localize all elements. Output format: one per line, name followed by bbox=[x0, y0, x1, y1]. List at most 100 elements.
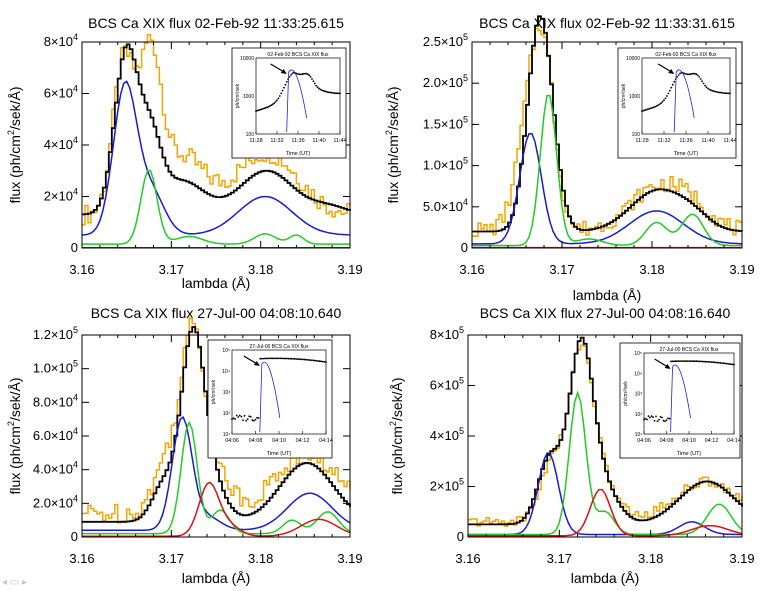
chart-panel-3: BCS Ca XIX flux 27-Jul-00 04:08:10.640 3.… bbox=[6, 305, 363, 586]
inset-data-point bbox=[728, 363, 731, 365]
inset-data-point bbox=[290, 357, 293, 360]
x-tick-label: 3.19 bbox=[337, 551, 362, 566]
inset-data-point bbox=[692, 360, 695, 363]
y-tick-label: 2.0×105 bbox=[423, 73, 468, 90]
series-total-fit bbox=[82, 43, 351, 216]
inset-data-point bbox=[713, 90, 715, 93]
y-tick-label: 2×105 bbox=[430, 477, 464, 494]
inset-data-point bbox=[664, 97, 667, 100]
inset-data-point bbox=[670, 86, 673, 89]
inset-data-point bbox=[325, 361, 327, 363]
inset-data-point bbox=[311, 359, 313, 362]
y-tick-mantissa: 0 bbox=[71, 529, 78, 544]
inset-data-point bbox=[267, 357, 269, 360]
inset-data-point bbox=[708, 88, 711, 91]
x-tick-label: 3.17 bbox=[159, 551, 184, 566]
inset-data-point bbox=[304, 72, 306, 75]
inset-data-point bbox=[652, 106, 655, 109]
inset-data-point bbox=[249, 416, 252, 418]
y-tick-label: 4×105 bbox=[430, 426, 464, 443]
y-tick-exponent: 4 bbox=[73, 460, 78, 470]
inset-data-point bbox=[671, 83, 674, 86]
series-component-2 bbox=[82, 169, 350, 245]
y-title-part: flux (ph/cm bbox=[389, 426, 405, 494]
y-tick-label: 0 bbox=[71, 240, 78, 255]
inset-data-point bbox=[262, 107, 264, 110]
inset-data-point bbox=[691, 360, 693, 362]
inset-data-point bbox=[312, 80, 315, 83]
inset-data-point bbox=[256, 109, 259, 112]
inset-data-point bbox=[731, 363, 734, 366]
inset-data-point bbox=[325, 90, 327, 93]
series-component-1 bbox=[81, 80, 351, 236]
inset-data-point bbox=[677, 74, 680, 76]
viewer-nav-icons: ◂ ▭ ▸ bbox=[2, 577, 28, 588]
inset-y-title: ph/cm²/sek bbox=[623, 381, 629, 406]
inset-frame bbox=[231, 47, 347, 159]
inset-data-point bbox=[716, 361, 719, 364]
inset-y-tick-label: 10² bbox=[635, 412, 643, 418]
series-observed bbox=[472, 27, 743, 238]
inset-data-point bbox=[648, 107, 651, 110]
inset-data-point bbox=[260, 108, 263, 111]
series-total-fit bbox=[82, 326, 351, 523]
inset-data-point bbox=[733, 363, 735, 366]
inset-data-point bbox=[660, 102, 662, 105]
inset-y-tick-label: 10⁵ bbox=[222, 348, 230, 354]
x-tick-label: 3.16 bbox=[69, 551, 94, 566]
x-tick-label: 3.16 bbox=[459, 262, 484, 277]
y-axis-title: flux (ph/cm2/sek/Å) bbox=[388, 377, 405, 494]
inset-data-point bbox=[322, 89, 325, 92]
inset-data-point bbox=[260, 357, 263, 360]
inset-data-point bbox=[246, 418, 249, 420]
y-tick-label: 4.0×104 bbox=[33, 460, 78, 477]
inset-data-point bbox=[255, 110, 257, 112]
inset-data-point bbox=[662, 419, 665, 422]
y-tick-exponent: 5 bbox=[463, 32, 468, 42]
inset-data-point bbox=[264, 106, 267, 109]
inset-data-point bbox=[677, 360, 680, 362]
inset-y-title: ph/cm²/sek bbox=[235, 83, 241, 108]
inset-data-point bbox=[336, 92, 339, 95]
inset-data-point bbox=[664, 420, 666, 423]
inset-data-point bbox=[717, 91, 720, 94]
inset-data-point bbox=[688, 73, 690, 76]
inset-data-point bbox=[715, 361, 717, 364]
inset-data-point bbox=[689, 360, 692, 362]
inset-fit-curve bbox=[670, 364, 691, 433]
inset-fit-curve bbox=[673, 69, 695, 133]
y-title-sup: 2 bbox=[384, 130, 394, 135]
y-tick-mantissa: 2.0×10 bbox=[423, 75, 463, 90]
y-title-sup: 2 bbox=[6, 130, 16, 135]
x-tick-label: 3.17 bbox=[159, 262, 184, 277]
inset-data-point bbox=[295, 358, 298, 360]
inset-data-point bbox=[659, 416, 662, 418]
inset-data-point bbox=[231, 418, 233, 421]
inset-data-point bbox=[671, 360, 674, 363]
inset-fit-curve bbox=[259, 361, 281, 433]
inset-lightcurve: 02-Feb-92 BCS Ca XIX flux Time (UT) ph/cm²… bbox=[617, 47, 737, 159]
x-axis-title: lambda (Å) bbox=[573, 287, 641, 303]
inset-x-title: Time (UT) bbox=[674, 151, 699, 157]
inset-x-tick-label: 04:14 bbox=[727, 438, 741, 444]
inset-data-point bbox=[295, 72, 298, 75]
inset-x-tick-label: 11:32 bbox=[657, 138, 670, 144]
inset-data-point bbox=[284, 357, 287, 360]
y-tick-mantissa: 2×10 bbox=[44, 189, 73, 204]
inset-x-title: Time (UT) bbox=[286, 151, 311, 157]
x-tick-label: 3.19 bbox=[337, 262, 362, 277]
series-total-fit bbox=[468, 336, 743, 526]
inset-data-point bbox=[273, 357, 276, 360]
chart-title: BCS Ca XIX flux 27-Jul-00 04:08:16.640 bbox=[480, 305, 731, 321]
y-axis-title: flux (ph/cm2/sek/Å) bbox=[384, 86, 401, 203]
inset-data-point bbox=[327, 91, 330, 94]
inset-data-point bbox=[281, 357, 283, 360]
inset-x-tick-label: 11:32 bbox=[270, 138, 283, 144]
inset-data-point bbox=[722, 362, 725, 365]
inset-y-title: ph/cm²/sek bbox=[211, 379, 217, 404]
series-component-3 bbox=[82, 481, 351, 537]
inset-x-tick-label: 11:36 bbox=[679, 138, 692, 144]
inset-data-point bbox=[713, 361, 716, 364]
inset-data-point bbox=[270, 357, 273, 360]
inset-data-point bbox=[235, 414, 238, 417]
